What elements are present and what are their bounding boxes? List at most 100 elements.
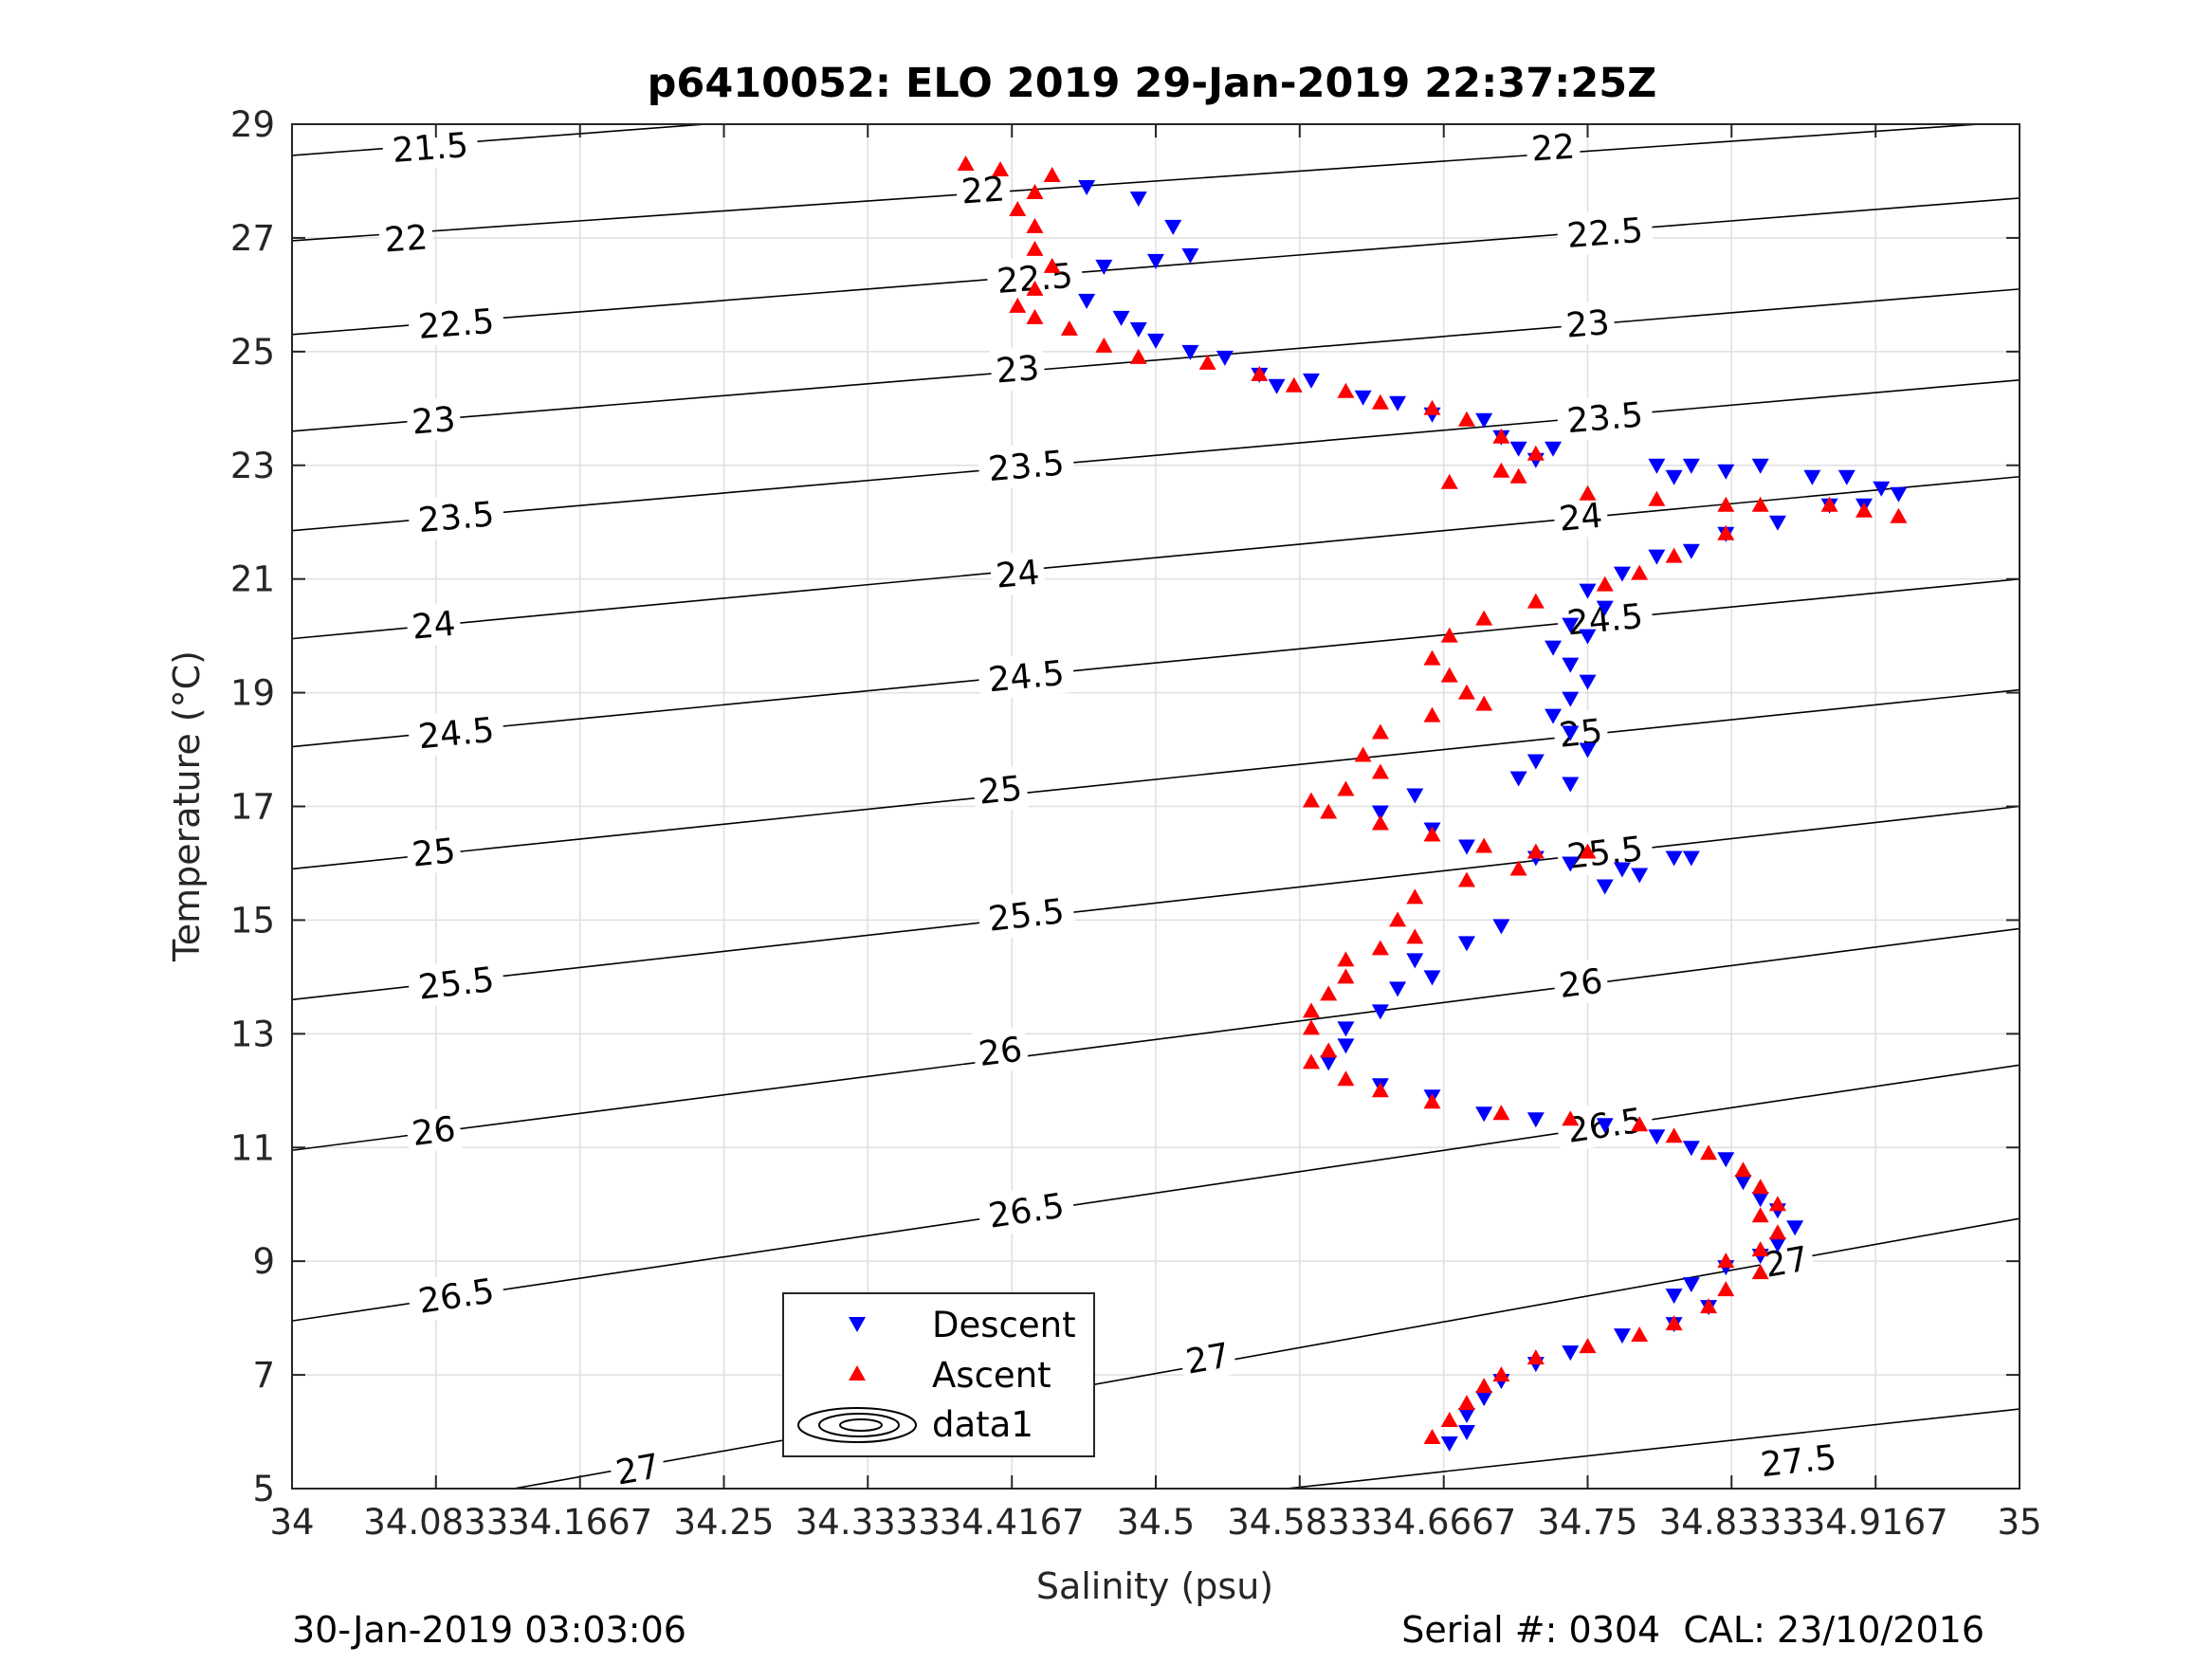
contour-label-23.5: 23.5 xyxy=(407,491,505,541)
descent-point xyxy=(1216,350,1234,366)
contour-label-bg xyxy=(381,122,480,172)
descent-point xyxy=(1613,566,1631,582)
descent-point xyxy=(1337,1038,1355,1054)
descent-point xyxy=(1129,321,1147,338)
descent-point xyxy=(1682,1277,1700,1293)
descent-point xyxy=(1682,543,1700,559)
y-tick-label: 19 xyxy=(230,673,275,714)
descent-point xyxy=(1371,1004,1389,1020)
contour-label-23: 23 xyxy=(1559,300,1617,347)
contour-label-bg xyxy=(1555,392,1654,443)
descent-point xyxy=(1562,856,1580,872)
contour-label-bg xyxy=(1551,958,1610,1007)
contour-label-26: 26 xyxy=(971,1026,1030,1075)
chart-title: p6410052: ELO 2019 29-Jan-2019 22:37:25Z xyxy=(648,60,1657,107)
contour-label-text: 23 xyxy=(1564,303,1611,346)
contour-label-bg xyxy=(404,1106,463,1155)
descent-point xyxy=(1526,1112,1545,1128)
descent-point xyxy=(1457,936,1475,952)
contour-label-text: 22 xyxy=(383,218,430,260)
descent-point xyxy=(1320,1055,1338,1071)
contour-label-text: 22.5 xyxy=(417,302,496,347)
contour-label-bg xyxy=(989,550,1047,597)
descent-point xyxy=(1095,259,1113,275)
descent-point xyxy=(1596,600,1614,616)
ascent-point xyxy=(1631,1116,1649,1132)
contour-label-22.5: 22.5 xyxy=(1556,208,1654,257)
contour-label-text: 27.5 xyxy=(1759,1438,1838,1485)
ascent-point xyxy=(1526,593,1545,609)
descent-point xyxy=(1734,1175,1752,1191)
descent-point xyxy=(1440,1436,1458,1453)
descent-point xyxy=(1665,850,1683,867)
density-contours xyxy=(292,124,2020,1489)
contour-label-22.5: 22.5 xyxy=(985,253,1085,302)
contour-label-bg xyxy=(1756,1235,1817,1287)
ascent-point xyxy=(1751,1241,1769,1257)
ascent-point xyxy=(1579,485,1597,501)
contour-label-bg xyxy=(1555,593,1654,645)
descent-point xyxy=(1371,805,1389,821)
contour-line-23.5 xyxy=(292,379,2020,532)
contour-label-bg xyxy=(405,828,463,876)
x-tick-label: 34.25 xyxy=(674,1502,775,1543)
ascent-point xyxy=(1631,564,1649,580)
legend: Descent Ascent data1 xyxy=(782,1292,1095,1457)
contour-label-bg xyxy=(405,601,463,649)
ascent-point xyxy=(1371,1082,1389,1098)
descent-point xyxy=(1112,310,1130,326)
ascent-point xyxy=(1302,1019,1320,1035)
ascent-point xyxy=(1371,393,1389,410)
contour-label-27.5: 27.5 xyxy=(1748,1434,1848,1487)
contour-label-bg xyxy=(977,649,1076,702)
ascent-point xyxy=(1768,1196,1786,1212)
ascent-point xyxy=(1043,257,1061,273)
contour-label-27: 27 xyxy=(1178,1332,1238,1383)
ascent-point xyxy=(1457,1395,1475,1411)
x-tick-label: 34.4167 xyxy=(940,1502,1085,1543)
ascent-point xyxy=(1354,746,1372,762)
ascent-point xyxy=(1665,1315,1683,1331)
ascent-point xyxy=(1440,627,1458,643)
ascent-point xyxy=(1856,502,1874,518)
descent-point xyxy=(1579,674,1597,690)
y-tick-label: 23 xyxy=(230,446,275,486)
contour-label-bg xyxy=(989,345,1046,393)
ascent-point xyxy=(1631,1326,1649,1343)
descent-point xyxy=(1475,1391,1493,1407)
descent-point xyxy=(1751,1192,1769,1208)
ascent-point xyxy=(1475,1378,1493,1394)
y-axis-ticks: 5 7 9 11 13 15 17 19 21 23 25 27 29 xyxy=(230,104,2020,1509)
descent-point xyxy=(1579,629,1597,645)
descent-point xyxy=(1389,981,1407,997)
contour-label-text: 25.5 xyxy=(416,960,496,1008)
ascent-point xyxy=(1423,649,1441,666)
ascent-point xyxy=(1526,843,1545,859)
descent-series xyxy=(1078,179,1908,1453)
descent-point xyxy=(1562,617,1580,633)
contour-label-24.5: 24.5 xyxy=(977,649,1076,702)
contour-label-bg xyxy=(1748,1434,1848,1487)
descent-point xyxy=(1768,1237,1786,1253)
contour-label-bg xyxy=(1556,208,1654,257)
y-tick-label: 7 xyxy=(252,1355,275,1396)
contour-label-bg xyxy=(977,887,1076,941)
descent-point xyxy=(1509,771,1527,787)
contour-label-bg xyxy=(1178,1332,1238,1383)
contour-label-23.5: 23.5 xyxy=(977,440,1076,491)
legend-ascent-label: Ascent xyxy=(932,1355,1051,1396)
ascent-point xyxy=(1095,337,1113,353)
descent-point xyxy=(1129,191,1147,207)
legend-descent-marker xyxy=(849,1317,866,1332)
ascent-point xyxy=(1337,382,1355,398)
contour-label-text: 21.5 xyxy=(391,126,469,171)
ascent-point xyxy=(1198,354,1216,370)
ascent-point xyxy=(1337,951,1355,967)
ascent-point xyxy=(1423,826,1441,842)
ascent-point xyxy=(1423,1093,1441,1109)
footer-timestamp: 30-Jan-2019 03:03:06 xyxy=(292,1609,686,1651)
contour-label-26: 26 xyxy=(404,1106,463,1155)
x-tick-label: 34.1667 xyxy=(507,1502,652,1543)
